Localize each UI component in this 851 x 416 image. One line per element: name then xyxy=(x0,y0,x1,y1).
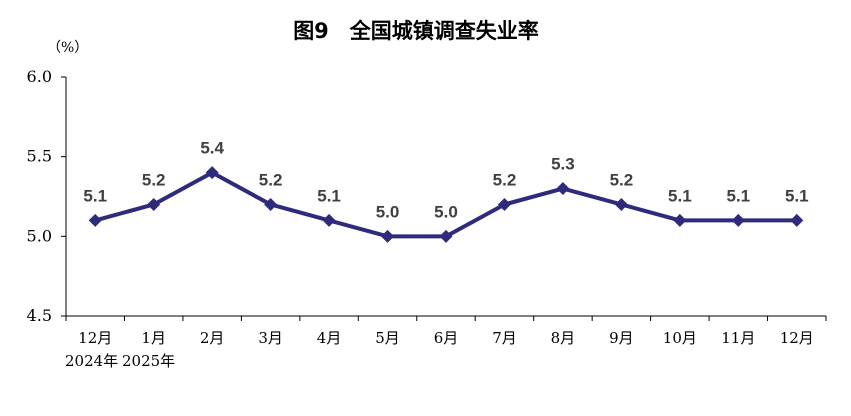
data-label: 5.1 xyxy=(668,186,692,205)
data-labels: 5.1 5.2 5.4 5.2 5.1 5.0 5.0 5.2 5.3 5.2 5.1 5.1 5.1 xyxy=(83,139,808,222)
data-label: 5.4 xyxy=(200,139,224,158)
tick-labels: 4.5 5.0 5.5 6.0 12月 1月 2月 3月 4月 5月 6月 7月 8月 9月 10月 11月 1… xyxy=(27,67,814,370)
x-tick-label: 8月 xyxy=(551,329,576,347)
data-label: 5.1 xyxy=(726,186,750,205)
y-tick-label: 5.0 xyxy=(27,226,52,245)
data-label: 5.1 xyxy=(83,186,107,205)
data-point-marker xyxy=(381,229,395,243)
data-label: 5.2 xyxy=(142,170,166,189)
chart-title: 图9 全国城镇调查失业率 xyxy=(293,19,539,43)
data-label: 5.3 xyxy=(551,155,575,174)
data-point-marker xyxy=(147,197,161,211)
x-tick-label: 12月 xyxy=(780,329,814,347)
x-tick-label: 10月 xyxy=(663,329,697,347)
data-point-marker xyxy=(322,213,336,227)
x-tick-label: 2月 xyxy=(200,329,225,347)
data-point-marker xyxy=(205,166,219,180)
data-point-marker xyxy=(439,229,453,243)
y-tick-label: 5.5 xyxy=(27,147,52,166)
data-point-marker xyxy=(614,197,628,211)
x-tick-label: 9月 xyxy=(609,329,634,347)
data-point-marker xyxy=(790,213,804,227)
x-tick-label: 6月 xyxy=(434,329,459,347)
data-label: 5.1 xyxy=(317,186,341,205)
data-label: 5.2 xyxy=(610,170,634,189)
data-point-marker xyxy=(497,197,511,211)
x-tick-label: 4月 xyxy=(317,329,342,347)
x-tick-label: 5月 xyxy=(375,329,400,347)
data-point-marker xyxy=(673,213,687,227)
data-point-marker xyxy=(556,182,570,196)
series xyxy=(88,166,804,243)
data-label: 5.0 xyxy=(376,202,400,221)
data-label: 5.2 xyxy=(259,170,283,189)
x-tick-label: 3月 xyxy=(258,329,283,347)
year-label: 2025年 xyxy=(122,352,175,370)
y-tick-label: 6.0 xyxy=(27,67,52,86)
y-axis-unit: （%） xyxy=(47,40,88,56)
data-point-marker xyxy=(264,197,278,211)
x-tick-label: 12月 xyxy=(78,329,112,347)
year-label: 2024年 xyxy=(65,352,118,370)
x-tick-label: 11月 xyxy=(721,329,755,347)
data-point-marker xyxy=(731,213,745,227)
data-label: 5.2 xyxy=(493,170,517,189)
x-tick-label: 7月 xyxy=(492,329,517,347)
data-label: 5.1 xyxy=(785,186,809,205)
x-tick-label: 1月 xyxy=(141,329,166,347)
y-tick-label: 4.5 xyxy=(27,306,52,325)
axes xyxy=(61,76,827,321)
data-label: 5.0 xyxy=(434,202,458,221)
data-point-marker xyxy=(88,213,102,227)
